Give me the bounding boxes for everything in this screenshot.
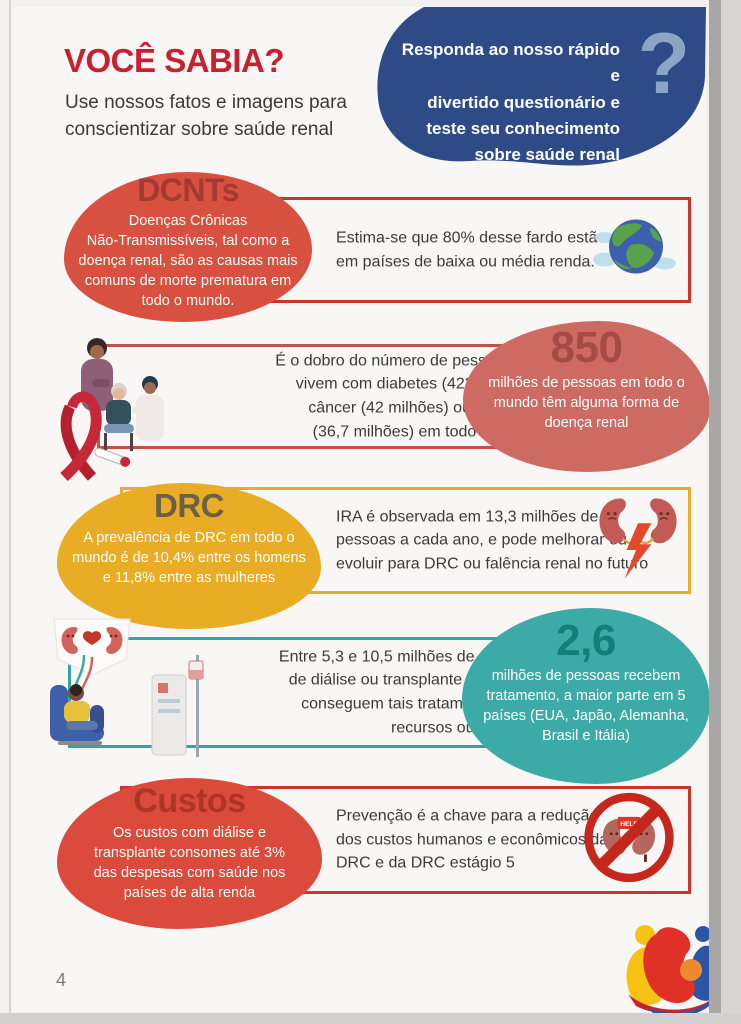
blob-26: 2,6 milhões de pessoas recebem tratament… <box>462 608 710 784</box>
blob-dcnts: DCNTs Doenças Crônicas Não-Transmissívei… <box>64 172 312 322</box>
blob-text: Os custos com diálise e transplante cons… <box>93 824 286 901</box>
patient-care-illustration <box>42 335 172 483</box>
page-subtitle: Use nossos fatos e imagens para conscien… <box>65 92 347 140</box>
fact-box-prevencao: Prevenção é a chave para a redução dos c… <box>120 786 691 894</box>
page-title: VOCÊ SABIA? <box>64 42 285 79</box>
blob-850: 850 milhões de pessoas em todo o mundo t… <box>463 321 710 472</box>
help-sign-text: HELP <box>620 821 638 828</box>
quiz-banner-text: Responda ao nosso rápido e divertido que… <box>401 40 620 165</box>
right-edge-band-light <box>721 0 741 1024</box>
blob-title: DCNTs <box>137 172 239 208</box>
question-mark-icon: ? <box>637 16 690 112</box>
earth-icon <box>592 216 678 285</box>
blob-text: A prevalência de DRC em todo o mundo é d… <box>72 529 306 586</box>
page-number: 4 <box>56 970 67 990</box>
blob-custos: Custos Os custos com diálise e transplan… <box>57 778 322 929</box>
world-kidney-day-logo <box>618 920 722 1017</box>
right-edge-band <box>709 0 721 1024</box>
left-edge-line <box>9 0 11 1024</box>
blob-title: 850 <box>550 323 623 372</box>
blob-text: milhões de pessoas recebem tratamento, a… <box>483 668 689 745</box>
banner-blob-shape <box>377 7 706 166</box>
fact-text: Prevenção é a chave para a redução dos c… <box>336 807 609 872</box>
kidneys-lightning-icon <box>594 493 682 588</box>
dialysis-illustration <box>34 617 239 767</box>
fact-text: IRA é observada em 13,3 milhões de pesso… <box>336 507 649 573</box>
blob-text: milhões de pessoas em todo o mundo têm a… <box>488 375 685 432</box>
fact-box-dcnts: Estima-se que 80% desse fardo estão em p… <box>120 197 691 303</box>
fact-text: Estima-se que 80% desse fardo estão em p… <box>336 229 607 270</box>
blob-title: Custos <box>133 782 246 820</box>
blob-text: Doenças Crônicas Não-Transmissíveis, tal… <box>78 212 298 309</box>
blob-title: 2,6 <box>556 616 616 665</box>
no-kidneys-help-icon: HELP <box>582 791 676 890</box>
fact-box-ira: IRA é observada em 13,3 milhões de pesso… <box>120 487 691 594</box>
quiz-banner: Responda ao nosso rápido e divertido que… <box>372 7 706 173</box>
blob-title: DRC <box>154 487 225 524</box>
blob-drc: DRC A prevalência de DRC em todo o mundo… <box>57 483 321 629</box>
bottom-edge-band <box>0 1013 741 1024</box>
